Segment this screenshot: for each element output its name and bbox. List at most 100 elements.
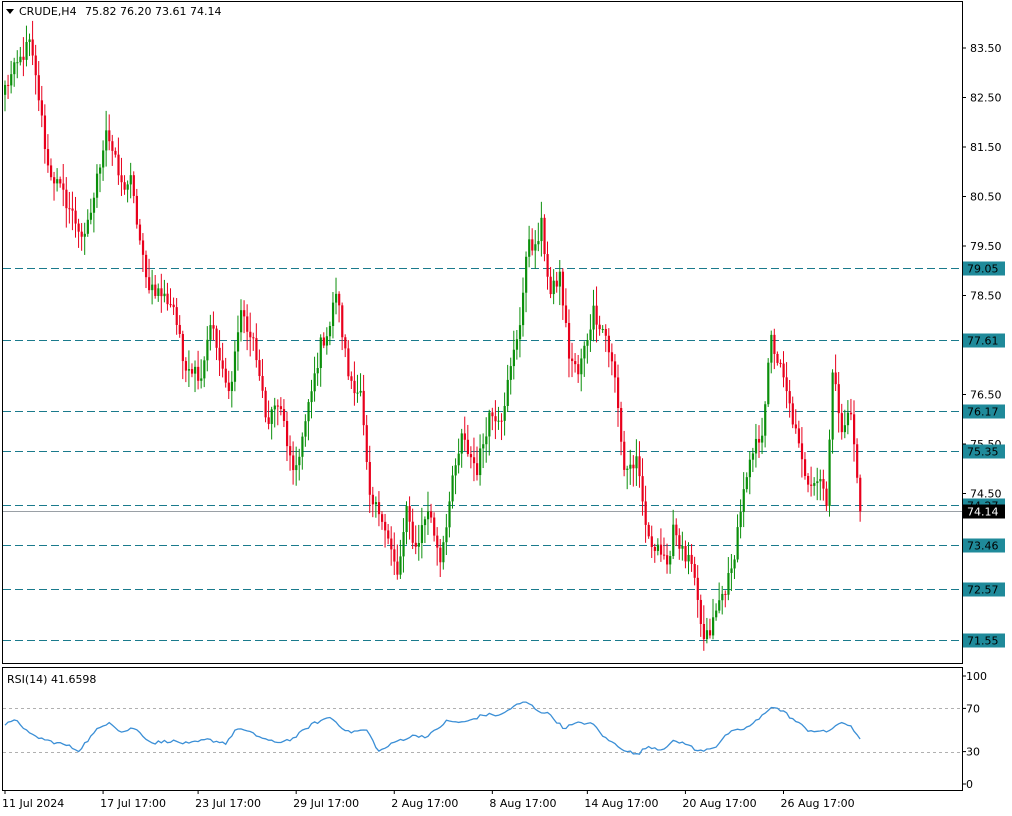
bull-candle[interactable] <box>515 339 519 350</box>
bear-candle[interactable] <box>549 276 552 295</box>
bull-candle[interactable] <box>534 244 537 251</box>
bull-candle[interactable] <box>558 271 561 287</box>
bear-candle[interactable] <box>282 409 286 421</box>
bear-candle[interactable] <box>598 324 601 330</box>
bull-candle[interactable] <box>828 439 831 507</box>
bear-candle[interactable] <box>439 547 442 563</box>
bull-candle[interactable] <box>426 511 430 520</box>
bear-candle[interactable] <box>172 304 175 308</box>
bear-candle[interactable] <box>252 337 255 339</box>
bull-candle[interactable] <box>129 175 132 185</box>
bull-candle[interactable] <box>206 339 209 361</box>
bull-candle[interactable] <box>374 502 378 505</box>
bull-candle[interactable] <box>764 404 767 436</box>
bull-candle[interactable] <box>528 239 531 257</box>
bear-candle[interactable] <box>708 630 712 636</box>
symbol-dropdown-icon[interactable] <box>6 9 14 14</box>
bear-candle[interactable] <box>807 475 810 485</box>
bear-candle[interactable] <box>757 438 761 443</box>
bull-candle[interactable] <box>13 62 16 75</box>
bear-candle[interactable] <box>797 428 801 444</box>
bear-candle[interactable] <box>393 549 396 562</box>
bear-candle[interactable] <box>46 149 50 166</box>
bull-candle[interactable] <box>521 292 525 326</box>
bear-candle[interactable] <box>647 524 650 537</box>
bear-candle[interactable] <box>31 39 34 56</box>
bear-candle[interactable] <box>62 183 65 190</box>
bear-candle[interactable] <box>613 361 617 378</box>
bull-candle[interactable] <box>586 340 589 346</box>
bear-candle[interactable] <box>341 305 344 338</box>
bear-candle[interactable] <box>264 390 267 418</box>
bull-candle[interactable] <box>601 329 604 331</box>
bear-candle[interactable] <box>65 189 68 209</box>
bear-candle[interactable] <box>338 293 341 306</box>
bull-candle[interactable] <box>310 391 313 403</box>
bear-candle[interactable] <box>638 456 641 477</box>
bull-candle[interactable] <box>157 288 160 296</box>
bull-candle[interactable] <box>816 481 819 484</box>
bull-candle[interactable] <box>748 459 751 478</box>
bull-candle[interactable] <box>313 373 316 392</box>
bull-candle[interactable] <box>506 379 509 406</box>
bull-candle[interactable] <box>721 593 724 601</box>
bear-candle[interactable] <box>22 56 25 60</box>
bull-candle[interactable] <box>10 74 13 86</box>
bear-candle[interactable] <box>132 175 135 196</box>
bear-candle[interactable] <box>641 476 644 502</box>
bear-candle[interactable] <box>574 361 577 365</box>
bull-candle[interactable] <box>727 573 730 595</box>
bull-candle[interactable] <box>712 617 715 636</box>
bear-candle[interactable] <box>108 130 111 142</box>
bull-candle[interactable] <box>328 326 332 337</box>
bear-candle[interactable] <box>285 420 289 447</box>
bull-candle[interactable] <box>592 305 595 330</box>
bear-candle[interactable] <box>344 337 347 349</box>
bear-candle[interactable] <box>371 494 374 505</box>
bull-candle[interactable] <box>681 546 684 549</box>
bear-candle[interactable] <box>571 358 574 362</box>
bear-candle[interactable] <box>40 100 43 116</box>
bull-candle[interactable] <box>451 475 454 502</box>
bull-candle[interactable] <box>335 293 338 303</box>
bear-candle[interactable] <box>555 280 558 287</box>
bear-candle[interactable] <box>80 231 83 237</box>
bear-candle[interactable] <box>617 377 620 409</box>
bull-candle[interactable] <box>331 302 335 327</box>
bull-candle[interactable] <box>733 559 736 569</box>
bear-candle[interactable] <box>632 464 635 469</box>
bull-candle[interactable] <box>742 489 745 513</box>
bear-candle[interactable] <box>380 514 384 522</box>
bear-candle[interactable] <box>224 368 227 383</box>
bull-candle[interactable] <box>669 556 672 565</box>
bull-candle[interactable] <box>739 512 742 528</box>
bull-candle[interactable] <box>736 527 739 560</box>
bear-candle[interactable] <box>678 535 681 549</box>
bear-candle[interactable] <box>212 325 215 329</box>
bear-candle[interactable] <box>675 524 678 536</box>
bear-candle[interactable] <box>175 307 178 325</box>
bull-candle[interactable] <box>102 150 105 168</box>
bear-candle[interactable] <box>221 360 224 369</box>
bull-candle[interactable] <box>89 212 93 220</box>
bull-candle[interactable] <box>482 444 485 449</box>
bull-candle[interactable] <box>718 600 721 611</box>
bull-candle[interactable] <box>537 241 540 245</box>
bull-candle[interactable] <box>194 366 197 374</box>
bull-candle[interactable] <box>28 39 31 42</box>
bull-candle[interactable] <box>457 453 460 466</box>
bear-candle[interactable] <box>650 536 653 547</box>
bear-candle[interactable] <box>49 165 53 178</box>
bear-candle[interactable] <box>791 403 794 425</box>
bear-candle[interactable] <box>696 577 699 600</box>
bull-candle[interactable] <box>767 362 770 405</box>
bear-candle[interactable] <box>699 599 702 625</box>
bear-candle[interactable] <box>68 208 71 210</box>
bear-candle[interactable] <box>567 322 571 359</box>
bull-candle[interactable] <box>488 412 491 437</box>
bear-candle[interactable] <box>693 563 696 578</box>
bear-candle[interactable] <box>243 310 246 317</box>
bear-candle[interactable] <box>785 377 788 392</box>
bull-candle[interactable] <box>230 381 234 392</box>
bear-candle[interactable] <box>644 501 647 525</box>
